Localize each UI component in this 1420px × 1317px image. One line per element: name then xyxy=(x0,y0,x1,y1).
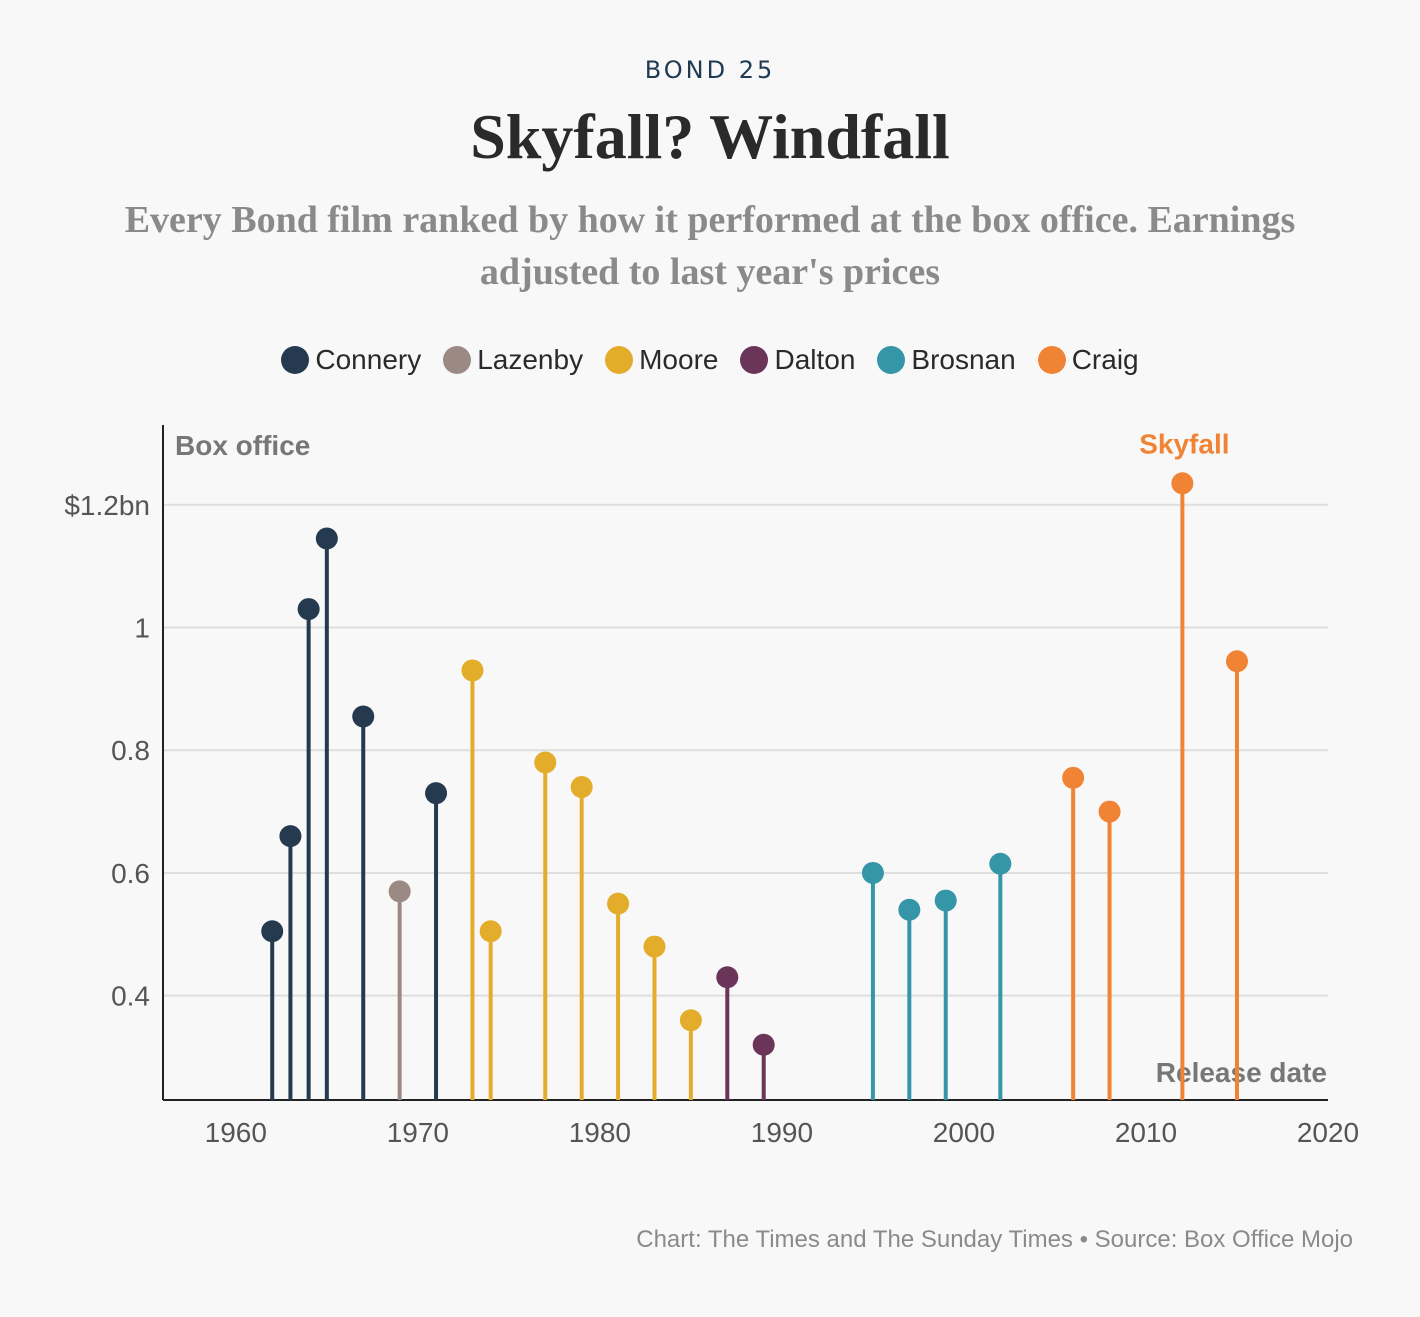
legend-item-moore: Moore xyxy=(605,344,718,376)
point-lazenby xyxy=(388,880,411,903)
point-moore xyxy=(607,892,630,915)
y-tick-label: 0.8 xyxy=(111,735,150,766)
legend-swatch-moore xyxy=(605,346,634,374)
legend-label-brosnan: Brosnan xyxy=(911,344,1016,375)
legend-item-lazenby: Lazenby xyxy=(443,344,583,376)
legend-item-connery: Connery xyxy=(281,344,421,376)
x-tick-label: 1960 xyxy=(205,1117,267,1148)
point-brosnan xyxy=(898,898,921,921)
legend-swatch-connery xyxy=(281,346,310,374)
point-connery xyxy=(279,825,302,848)
point-connery xyxy=(261,920,284,943)
x-tick-label: 2020 xyxy=(1297,1117,1359,1148)
point-craig xyxy=(1062,766,1085,789)
point-connery xyxy=(297,598,320,621)
point-craig xyxy=(1225,650,1248,673)
legend-swatch-brosnan xyxy=(877,346,906,374)
y-tick-label: 0.4 xyxy=(111,981,150,1012)
point-moore xyxy=(479,920,502,943)
x-tick-label: 1990 xyxy=(751,1117,813,1148)
y-tick-label: 0.6 xyxy=(111,858,150,889)
point-moore xyxy=(570,776,593,799)
legend-item-dalton: Dalton xyxy=(740,344,855,376)
x-tick-label: 2010 xyxy=(1115,1117,1177,1148)
point-moore xyxy=(679,1009,702,1032)
annotation-label: Skyfall xyxy=(1139,428,1229,459)
chart-kicker: BOND 25 xyxy=(644,56,776,84)
y-tick-label: 1 xyxy=(134,613,150,644)
chart-subtitle: Every Bond film ranked by how it perform… xyxy=(124,199,1296,293)
legend-swatch-lazenby xyxy=(443,346,472,374)
legend-label-lazenby: Lazenby xyxy=(477,344,584,375)
legend-item-craig: Craig xyxy=(1037,344,1139,376)
x-tick-label: 1980 xyxy=(569,1117,631,1148)
point-brosnan xyxy=(989,852,1012,875)
y-axis-label: Box office xyxy=(175,430,310,461)
point-dalton xyxy=(716,966,739,989)
point-moore xyxy=(461,659,484,682)
point-brosnan xyxy=(934,889,957,912)
point-connery xyxy=(425,782,448,805)
legend: Connery Lazenby Moore Dalton Brosnan Cra… xyxy=(0,344,1420,376)
point-dalton xyxy=(752,1033,775,1056)
legend-label-dalton: Dalton xyxy=(774,344,856,375)
point-craig xyxy=(1171,472,1194,495)
point-moore xyxy=(534,751,557,774)
legend-label-craig: Craig xyxy=(1071,344,1139,375)
chart-title: Skyfall? Windfall xyxy=(470,101,950,172)
point-connery xyxy=(352,705,375,728)
point-brosnan xyxy=(861,861,884,884)
point-moore xyxy=(643,935,666,958)
legend-item-brosnan: Brosnan xyxy=(877,344,1016,376)
x-tick-label: 2000 xyxy=(933,1117,995,1148)
legend-label-moore: Moore xyxy=(639,344,719,375)
legend-swatch-dalton xyxy=(740,346,769,374)
legend-swatch-craig xyxy=(1037,346,1066,374)
y-tick-label: $1.2bn xyxy=(64,490,150,521)
point-craig xyxy=(1098,800,1121,823)
x-tick-label: 1970 xyxy=(387,1117,449,1148)
legend-label-connery: Connery xyxy=(315,344,422,375)
source-credit: Chart: The Times and The Sunday Times • … xyxy=(636,1226,1353,1253)
point-connery xyxy=(315,527,338,550)
